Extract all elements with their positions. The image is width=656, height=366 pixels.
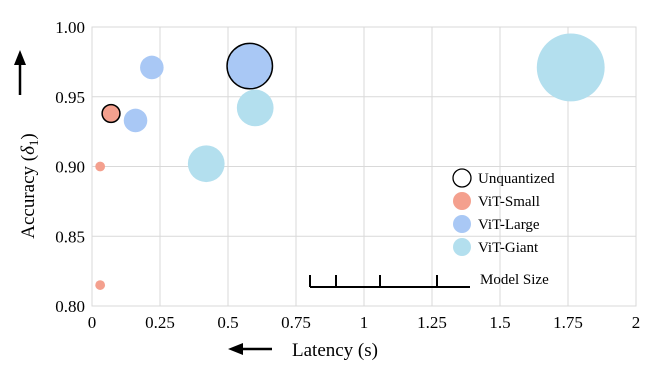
legend-marker-vit-small (453, 192, 471, 210)
legend-label-vit-giant: ViT-Giant (478, 240, 539, 256)
y-tick-label: 0.90 (55, 158, 85, 177)
x-tick-label: 1 (360, 313, 369, 332)
y-axis-title: Accuracy (δ1) (18, 133, 41, 239)
y-axis-ticks: 0.80 0.85 0.90 0.95 1.00 (55, 18, 85, 316)
y-axis-up-arrow-icon (14, 50, 26, 95)
x-tick-label: 1.5 (489, 313, 510, 332)
x-tick-label: 1.75 (553, 313, 583, 332)
unquantized-outline (226, 42, 274, 90)
y-tick-label: 0.85 (55, 227, 85, 246)
bubble-vit-giant (536, 33, 605, 102)
model-size-label: Model Size (480, 272, 549, 288)
bubble-vit-large (140, 55, 164, 80)
bubble-vit-giant (187, 145, 225, 183)
legend-marker-vit-large (453, 215, 471, 233)
x-tick-label: 0.75 (281, 313, 311, 332)
bubble-vit-small (95, 161, 106, 172)
y-axis-title-symbol: δ (18, 145, 39, 155)
x-axis-title: Latency (s) (292, 340, 378, 361)
x-tick-label: 2 (632, 313, 641, 332)
y-axis-title-main: Accuracy ( (18, 155, 39, 239)
y-tick-label: 0.80 (55, 297, 85, 316)
plot-frame (91, 26, 637, 307)
legend: Unquantized ViT-Small ViT-Large ViT-Giant (452, 168, 555, 256)
x-tick-label: 0 (88, 313, 97, 332)
bubble-vit-giant (236, 89, 274, 127)
x-axis-left-arrow-icon (228, 343, 272, 355)
legend-label-unquantized: Unquantized (478, 171, 555, 187)
legend-label-vit-small: ViT-Small (478, 194, 540, 210)
y-tick-label: 0.95 (55, 88, 85, 107)
model-size-scale: Model Size (309, 272, 549, 288)
x-axis-ticks: 0 0.25 0.5 0.75 1 1.25 1.5 1.75 2 (88, 313, 641, 332)
y-tick-label: 1.00 (55, 18, 85, 37)
legend-label-vit-large: ViT-Large (478, 217, 540, 233)
legend-marker-vit-giant (453, 238, 471, 256)
bubbles (95, 33, 605, 290)
x-tick-label: 0.5 (217, 313, 238, 332)
bubble-vit-large (227, 43, 273, 89)
legend-marker-unquantized (452, 168, 472, 188)
bubble-vit-large (123, 108, 148, 133)
x-tick-label: 0.25 (145, 313, 175, 332)
x-tick-label: 1.25 (417, 313, 447, 332)
unquantized-outline (101, 103, 121, 124)
y-axis-title-subscript: 1 (26, 140, 41, 147)
y-axis-title-tail: ) (18, 133, 39, 139)
bubble-vit-small (95, 280, 106, 290)
bubble-vit-small (102, 104, 120, 123)
